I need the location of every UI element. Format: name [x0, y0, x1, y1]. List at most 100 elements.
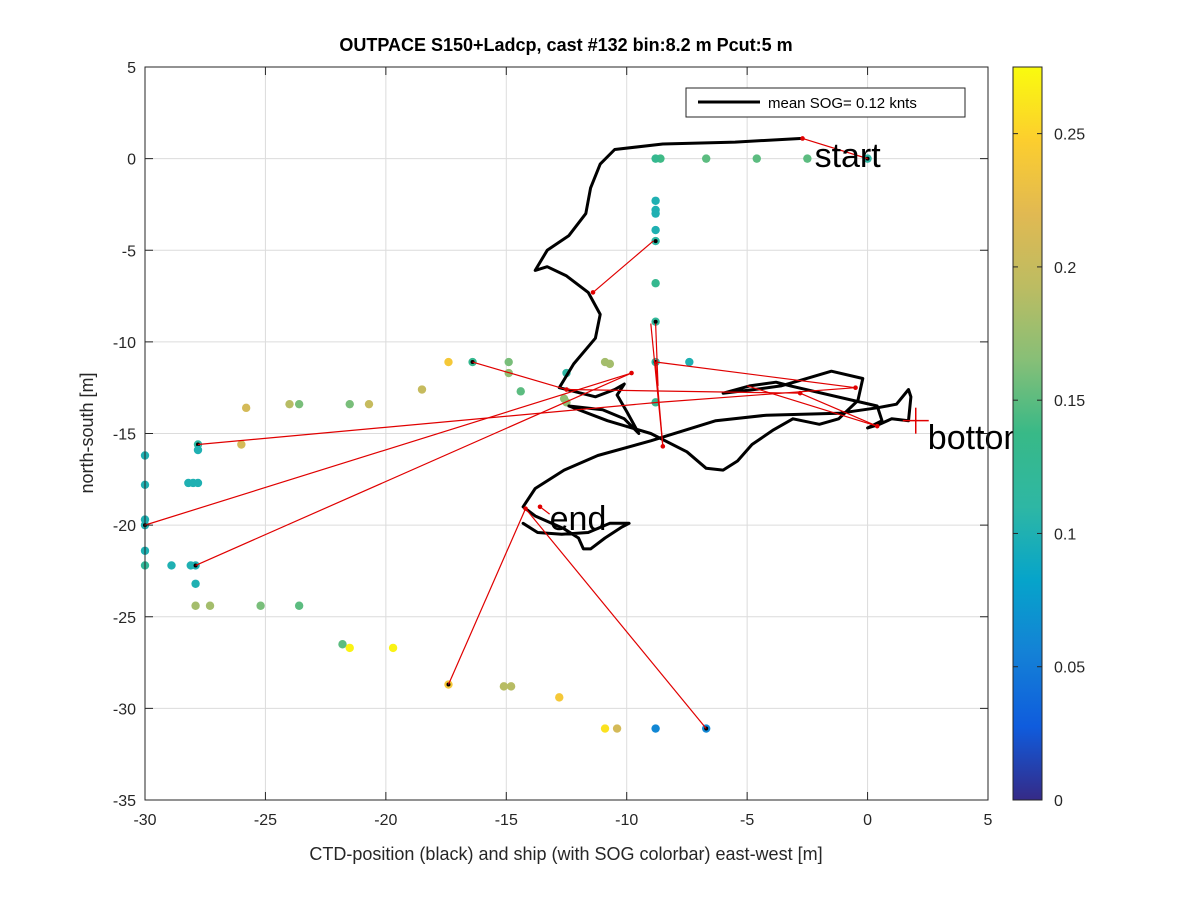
ship-point [417, 385, 427, 394]
y-axis-label: north-south [m] [77, 372, 97, 493]
ship-point [345, 643, 354, 653]
legend-label: mean SOG= 0.12 knts [768, 95, 917, 112]
colorbar-tick-label: 0.15 [1054, 393, 1085, 410]
ship-point [651, 209, 660, 218]
axis-tick-labels: -30 -25 -20 -15 -10 -5 0 5 -35 -30 -25 -20 -15 -10 -5 0… [113, 60, 993, 829]
annotations: start bottom end [550, 137, 1032, 538]
red-marker [800, 136, 805, 141]
red-marker [564, 387, 569, 392]
chart-title: OUTPACE S150+Ladcp, cast #132 bin:8.2 m … [339, 35, 792, 55]
ship-point [345, 399, 354, 409]
ship-point [651, 196, 660, 205]
red-segment [195, 372, 632, 566]
x-axis-label: CTD-position (black) and ship (with SOG … [309, 844, 822, 864]
ship-point [651, 724, 660, 733]
axis-ticks [144, 66, 989, 801]
ship-point [612, 724, 622, 733]
red-segment [802, 137, 868, 160]
red-segment [657, 387, 856, 403]
ship-point [167, 561, 176, 570]
red-segment [197, 401, 659, 446]
ship-point [193, 478, 203, 488]
red-marker [629, 370, 634, 376]
red-marker [797, 390, 803, 396]
y-tick-label: -25 [113, 610, 136, 627]
ship-point [256, 601, 265, 610]
x-tick-label: -25 [254, 812, 277, 829]
red-segment [746, 385, 878, 427]
y-tick-label: -20 [113, 518, 136, 535]
red-segment [799, 392, 878, 427]
ship-point [651, 225, 660, 235]
ship-point [237, 440, 246, 449]
annotation-start: start [815, 137, 882, 175]
colorbar-tick-label: 0.05 [1054, 660, 1085, 677]
x-tick-label: -30 [133, 812, 156, 829]
red-marker [874, 423, 880, 429]
ship-point [504, 357, 513, 367]
ship-point [388, 643, 398, 653]
ship-points [140, 154, 872, 733]
ship-point [605, 359, 615, 369]
colorbar-tick-label: 0 [1054, 793, 1063, 810]
x-tick-label: 5 [984, 812, 993, 829]
y-tick-label: -10 [113, 335, 136, 352]
ship-point [241, 403, 251, 413]
x-tick-label: -10 [615, 812, 638, 829]
ship-point [294, 601, 304, 610]
y-tick-label: -15 [113, 427, 136, 444]
ship-point [651, 154, 660, 163]
red-segment [655, 361, 856, 389]
red-marker [660, 444, 666, 449]
y-tick-label: 0 [127, 152, 136, 169]
y-tick-label: 5 [127, 60, 136, 77]
ship-point [685, 357, 694, 367]
x-tick-label: -15 [495, 812, 518, 829]
colorbar: 0 0.05 0.1 0.15 0.2 0.25 [1012, 66, 1085, 810]
ship-point [191, 601, 200, 610]
ship-point [752, 154, 761, 163]
legend: mean SOG= 0.12 knts [685, 87, 966, 118]
ship-point [803, 154, 812, 163]
ship-point [600, 724, 610, 733]
ship-point [205, 601, 215, 610]
annotation-bottom: bottom [928, 419, 1032, 457]
red-segment [144, 372, 632, 526]
ship-point [338, 640, 347, 649]
ctd-position-marker [653, 239, 658, 244]
red-segment [592, 240, 654, 293]
red-segment [655, 323, 659, 386]
ctd-position-marker [653, 319, 658, 324]
y-tick-label: -35 [113, 793, 136, 810]
red-segment [650, 323, 664, 447]
red-segment [472, 361, 567, 391]
annotation-end: end [550, 500, 607, 538]
ship-point [555, 693, 564, 702]
ship-point [506, 682, 516, 691]
colorbar-tick-label: 0.2 [1054, 260, 1076, 277]
x-tick-label: 0 [863, 812, 872, 829]
x-tick-label: -20 [374, 812, 397, 829]
red-marker [523, 506, 528, 511]
red-segment [447, 508, 527, 685]
red-segment [525, 508, 707, 729]
ship-point [285, 399, 294, 409]
red-segment [566, 388, 801, 394]
y-tick-label: -30 [113, 701, 136, 718]
colorbar-tick-label: 0.1 [1054, 526, 1076, 543]
red-marker [853, 385, 858, 390]
ship-point [499, 682, 509, 691]
ship-point [193, 445, 203, 455]
ship-point [294, 399, 304, 409]
ship-point [444, 357, 453, 367]
red-segments [144, 136, 929, 729]
red-marker [537, 504, 543, 510]
ship-point [516, 387, 525, 396]
ship-point [191, 579, 200, 588]
x-tick-label: -5 [740, 812, 754, 829]
ship-point [651, 279, 660, 288]
colorbar-gradient [1012, 66, 1043, 801]
colorbar-ticks: 0 0.05 0.1 0.15 0.2 0.25 [1013, 127, 1085, 810]
